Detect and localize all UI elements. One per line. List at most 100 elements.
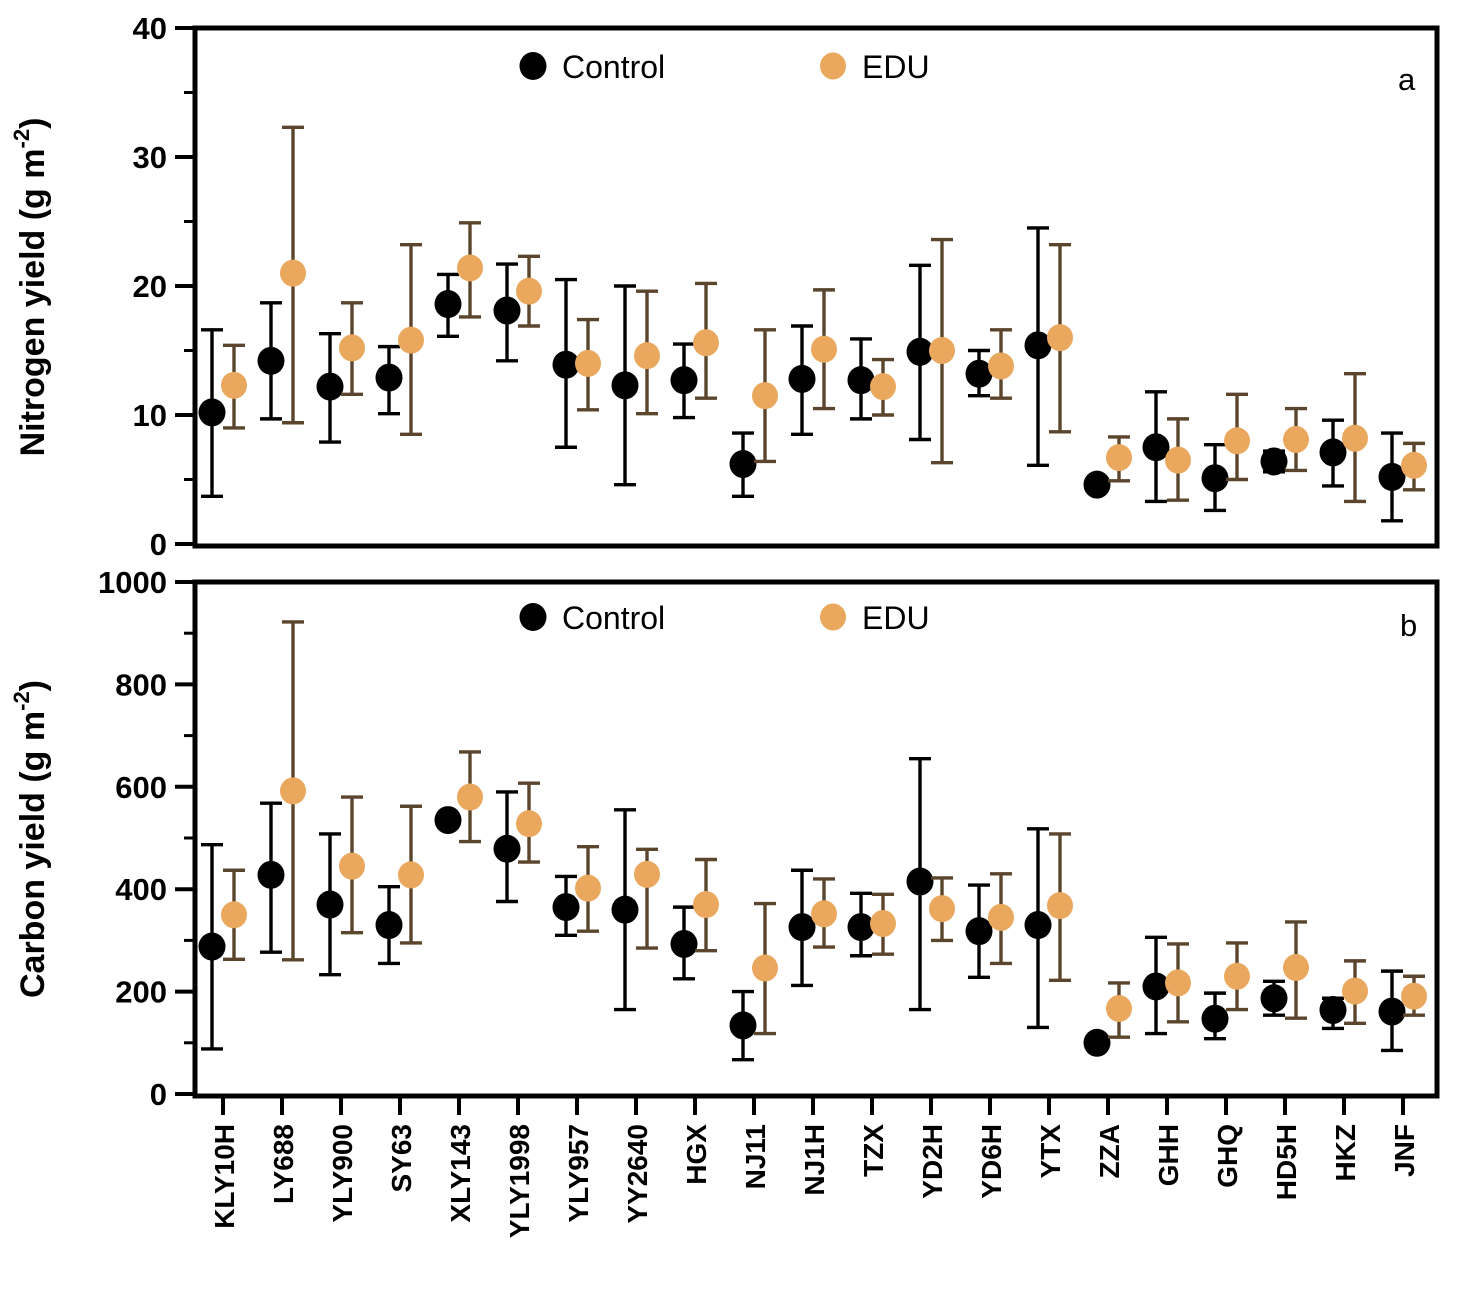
edu-point xyxy=(575,349,601,377)
legend-panel-a: Control EDU xyxy=(519,49,930,85)
edu-point xyxy=(693,329,719,357)
control-point xyxy=(1083,1028,1111,1057)
control-point xyxy=(1378,997,1406,1026)
edu-point xyxy=(1401,451,1427,479)
x-category-label: YLY957 xyxy=(563,1124,594,1223)
control-point xyxy=(788,364,816,393)
edu-point xyxy=(929,895,955,923)
x-category-label: HKZ xyxy=(1330,1124,1361,1182)
x-category-label: HGX xyxy=(681,1124,712,1185)
edu-point xyxy=(634,860,660,888)
edu-point xyxy=(1106,444,1132,472)
edu-point xyxy=(1165,446,1191,474)
edu-point xyxy=(1401,982,1427,1010)
y-axis-title: Nitrogen yield (g m-2) xyxy=(9,118,52,457)
edu-point xyxy=(280,259,306,287)
control-point xyxy=(434,806,462,835)
y-tick-label: 20 xyxy=(133,269,167,304)
chart-render-root: 0 10 20 30 40 Nitrogen yield (g m-2) 0 200 400 60… xyxy=(9,11,1440,1238)
edu-point xyxy=(516,810,542,838)
y-tick-label: 40 xyxy=(133,11,167,46)
control-point xyxy=(198,398,226,427)
x-category-label: TZX xyxy=(858,1124,889,1177)
control-point xyxy=(257,860,285,889)
edu-point xyxy=(221,901,247,929)
control-point xyxy=(847,366,875,395)
edu-point xyxy=(1047,892,1073,920)
control-point xyxy=(1319,996,1347,1025)
control-point xyxy=(257,346,285,375)
edu-point xyxy=(398,326,424,354)
control-point xyxy=(611,371,639,400)
y-tick-label: 600 xyxy=(115,770,167,805)
x-category-label: GHH xyxy=(1153,1124,1184,1186)
control-point xyxy=(493,296,521,325)
x-category-label: YY2640 xyxy=(622,1124,653,1224)
edu-point xyxy=(1283,426,1309,454)
panel-a-letter: a xyxy=(1398,62,1416,97)
x-category-label: YD6H xyxy=(976,1124,1007,1199)
x-category-label: LY688 xyxy=(268,1124,299,1204)
legend-control-marker-icon xyxy=(519,52,547,80)
control-point xyxy=(965,917,993,946)
edu-point xyxy=(634,342,660,370)
edu-point xyxy=(1224,962,1250,990)
control-point xyxy=(493,834,521,863)
x-category-label: NJ11 xyxy=(740,1124,771,1189)
edu-point xyxy=(280,777,306,805)
edu-point xyxy=(1342,424,1368,452)
x-axis: KLY10H LY688 YLY900 SY63 XLY143 YLY1998 YLY957… xyxy=(209,1096,1420,1238)
control-point xyxy=(316,890,344,919)
legend-edu-marker-icon xyxy=(820,52,846,80)
edu-point xyxy=(752,954,778,982)
y-tick-label: 10 xyxy=(133,398,167,433)
edu-point xyxy=(870,910,896,938)
control-point xyxy=(729,450,757,479)
y-tick-label: 200 xyxy=(115,975,167,1010)
edu-point xyxy=(1342,977,1368,1005)
control-point xyxy=(552,893,580,922)
legend-edu-label: EDU xyxy=(862,600,930,636)
control-point xyxy=(1260,447,1288,476)
edu-point xyxy=(339,852,365,880)
control-point xyxy=(611,895,639,924)
panel-b: 0 200 400 600 800 1000 Carbon yield (g m-2) xyxy=(9,565,1440,1112)
x-category-label: SY63 xyxy=(386,1124,417,1193)
edu-point xyxy=(516,277,542,305)
x-category-label: XLY143 xyxy=(445,1124,476,1223)
y-tick-label: 30 xyxy=(133,140,167,175)
control-point xyxy=(1142,433,1170,462)
control-point xyxy=(670,929,698,958)
edu-point xyxy=(1283,954,1309,982)
edu-point xyxy=(1106,994,1132,1022)
edu-point xyxy=(693,891,719,919)
edu-point xyxy=(1224,427,1250,455)
control-point xyxy=(906,337,934,366)
edu-point xyxy=(988,903,1014,931)
x-category-label: NJ1H xyxy=(799,1124,830,1196)
control-point xyxy=(1083,470,1111,499)
legend-control-marker-icon xyxy=(519,603,547,631)
x-category-label: JNF xyxy=(1389,1124,1420,1177)
control-point xyxy=(434,290,462,319)
control-point xyxy=(198,932,226,961)
x-category-label: GHQ xyxy=(1212,1124,1243,1188)
panel-frame xyxy=(192,25,1440,549)
edu-point xyxy=(870,373,896,401)
panel-a: 0 10 20 30 40 Nitrogen yield (g m-2) xyxy=(9,11,1440,562)
control-point xyxy=(1378,462,1406,491)
control-point xyxy=(670,366,698,395)
x-category-label: HD5H xyxy=(1271,1124,1302,1200)
control-point xyxy=(1319,438,1347,467)
control-point xyxy=(1201,464,1229,493)
edu-point xyxy=(988,352,1014,380)
panel-frame xyxy=(192,579,1440,1099)
control-point xyxy=(729,1011,757,1040)
legend-control-label: Control xyxy=(562,49,665,85)
x-category-label: YD2H xyxy=(917,1124,948,1199)
control-point xyxy=(788,913,816,942)
control-point xyxy=(375,911,403,940)
control-point xyxy=(316,372,344,401)
y-tick-label: 1000 xyxy=(98,565,167,600)
